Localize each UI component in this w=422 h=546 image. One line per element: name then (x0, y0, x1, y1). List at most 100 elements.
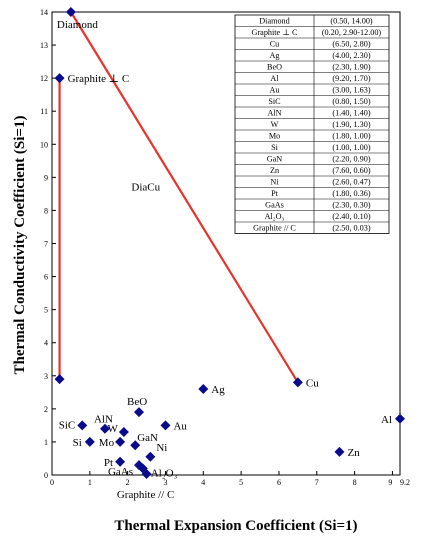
data-point-19 (141, 469, 152, 480)
table-frame (234, 14, 390, 234)
data-point-16 (115, 456, 126, 467)
y-tick-label-14: 14 (40, 8, 48, 17)
point-label-13: GaN (137, 432, 158, 444)
point-label-9: AlN (94, 414, 113, 426)
table-name-17: Al₂O₃ (265, 212, 285, 221)
table-value-14: (2.60, 0.47) (332, 178, 370, 187)
x-tick-label-9: 9 (388, 478, 392, 487)
point-label-10: W (107, 423, 118, 435)
table-value-7: (0.80, 1.50) (332, 97, 370, 106)
table-name-6: Au (269, 86, 279, 95)
data-point-9 (99, 423, 110, 434)
table-value-16: (2.30, 0.30) (332, 201, 370, 210)
point-label-18: Al₂O₃ (151, 467, 178, 479)
y-tick-label-12: 12 (40, 74, 48, 83)
table-value-3: (4.00, 2.30) (332, 51, 370, 60)
y-axis-label: Thermal Conductivity Coefficient (Si=1) (12, 116, 28, 375)
y-tick-label-3: 3 (44, 372, 48, 381)
data-point-6 (395, 413, 405, 424)
y-tick-label-2: 2 (44, 405, 48, 414)
data-point-12 (84, 436, 95, 447)
table-name-11: Si (271, 143, 279, 152)
data-point-4 (198, 384, 209, 395)
y-tick-label-11: 11 (40, 107, 48, 116)
table-value-2: (6.50, 2.80) (332, 40, 370, 49)
point-label-16: Pt (104, 457, 113, 469)
x-tick-label-10: 9.2 (400, 478, 410, 487)
y-tick-label-5: 5 (44, 306, 48, 315)
table-value-15: (1.80, 0.36) (332, 189, 370, 198)
x-tick-label-8: 8 (353, 478, 357, 487)
table-name-9: W (271, 120, 279, 129)
point-label-17: GaAs (108, 466, 133, 478)
line-label-diacu: DiaCu (131, 182, 160, 194)
data-point-7 (160, 420, 171, 431)
table-name-8: AlN (267, 109, 281, 118)
y-tick-label-4: 4 (44, 339, 48, 348)
y-tick-label-0: 0 (44, 471, 48, 480)
table-value-4: (2.30, 1.90) (332, 63, 370, 72)
y-tick-label-7: 7 (44, 240, 48, 249)
point-label-8: SiC (59, 419, 76, 431)
table-name-16: GaAs (265, 201, 284, 210)
point-label-14: Zn (347, 447, 360, 459)
data-point-10 (118, 427, 129, 438)
point-label-15: Ni (156, 442, 167, 454)
point-label-6: Al (381, 414, 392, 426)
x-axis-label: Thermal Expansion Coefficient (Si=1) (114, 518, 357, 534)
y-tick-label-13: 13 (40, 41, 48, 50)
table-name-12: GaN (267, 155, 283, 164)
table-name-15: Pt (271, 189, 279, 198)
table-name-14: Ni (270, 178, 279, 187)
table-value-6: (3.00, 1.63) (332, 86, 370, 95)
series-lines: DiaCu (58, 11, 299, 383)
table-name-4: BeO (267, 63, 282, 72)
data-point-3 (292, 377, 303, 388)
data-points (54, 7, 405, 480)
table-name-3: Ag (269, 51, 279, 60)
point-label-7: Au (173, 420, 187, 432)
data-point-15 (145, 451, 156, 462)
x-tick-label-4: 4 (201, 478, 205, 487)
series-line-1 (69, 11, 299, 383)
point-label-3: Cu (306, 377, 319, 389)
x-tick-label-3: 3 (163, 478, 167, 487)
point-label-4: Ag (211, 384, 225, 396)
table-name-10: Mo (269, 132, 280, 141)
table-name-2: Cu (270, 40, 280, 49)
table-name-1: Graphite ⊥ C (252, 28, 298, 37)
table-value-9: (1.90, 1.30) (332, 120, 370, 129)
table-name-18: Graphite // C (253, 224, 296, 233)
x-tick-label-5: 5 (239, 478, 243, 487)
x-tick-label-2: 2 (126, 478, 130, 487)
table-value-18: (2.50, 0.03) (332, 224, 370, 233)
data-point-2 (54, 374, 65, 385)
table-name-7: SiC (268, 97, 281, 106)
point-label-0: Diamond (57, 19, 98, 31)
data-point-0 (65, 7, 76, 17)
table-name-13: Zn (270, 166, 279, 175)
y-tick-label-1: 1 (44, 438, 48, 447)
point-label-19: Graphite // C (117, 489, 174, 501)
y-tick-label-6: 6 (44, 273, 48, 282)
table-value-1: (0.20, 2.90-12.00) (322, 28, 382, 37)
y-tick-label-8: 8 (44, 206, 48, 215)
table-value-5: (9.20, 1.70) (332, 74, 370, 83)
data-point-1 (54, 73, 65, 84)
x-tick-label-0: 0 (50, 478, 54, 487)
table-value-12: (2.20, 0.90) (332, 155, 370, 164)
table-value-0: (0.50, 14.00) (330, 17, 373, 26)
y-tick-label-10: 10 (40, 140, 48, 149)
data-point-5 (134, 407, 144, 418)
data-point-8 (77, 420, 88, 431)
data-point-13 (130, 440, 141, 451)
y-tick-label-9: 9 (44, 173, 48, 182)
table-value-10: (1.80, 1.00) (332, 132, 370, 141)
point-label-5: BeO (127, 396, 147, 408)
table-name-5: Al (270, 74, 279, 83)
table-name-0: Diamond (259, 17, 289, 26)
table-value-13: (7.60, 0.60) (332, 166, 370, 175)
table-value-17: (2.40, 0.10) (332, 212, 370, 221)
